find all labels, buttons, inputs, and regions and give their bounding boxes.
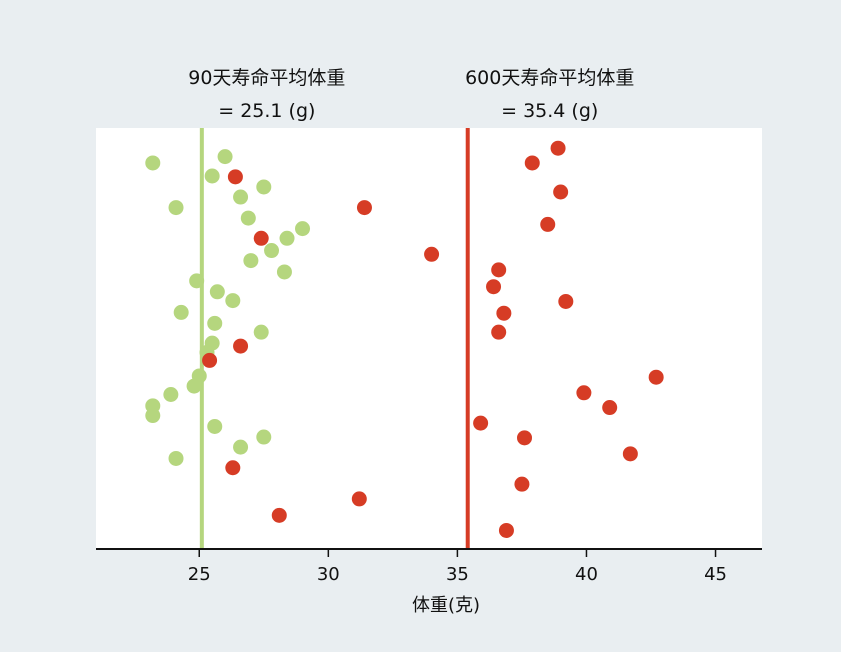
x-axis-label: 体重(克) bbox=[412, 595, 480, 616]
data-point-s1-4 bbox=[356, 200, 372, 216]
data-point-s1-11 bbox=[496, 305, 512, 321]
mean-lines bbox=[199, 128, 470, 549]
data-point-s0-4 bbox=[233, 189, 249, 205]
data-point-s0-8 bbox=[279, 230, 295, 246]
data-point-s1-3 bbox=[553, 184, 569, 200]
x-tick-label: 35 bbox=[446, 564, 469, 585]
data-point-s0-0 bbox=[217, 149, 233, 165]
data-point-s1-14 bbox=[202, 352, 218, 368]
x-tick-label: 25 bbox=[188, 564, 211, 585]
data-point-s1-20 bbox=[622, 446, 638, 462]
data-point-s1-15 bbox=[648, 369, 664, 385]
data-point-s0-28 bbox=[168, 450, 184, 466]
data-point-s0-22 bbox=[163, 386, 179, 402]
x-tick-label: 40 bbox=[575, 564, 598, 585]
plot-area bbox=[96, 128, 762, 549]
data-point-s1-18 bbox=[473, 415, 489, 431]
data-point-s1-2 bbox=[227, 169, 243, 185]
data-point-s0-7 bbox=[295, 221, 311, 237]
data-point-s1-13 bbox=[233, 338, 249, 354]
data-point-s1-21 bbox=[225, 460, 241, 476]
data-point-s1-6 bbox=[253, 230, 269, 246]
data-point-s0-2 bbox=[204, 168, 220, 184]
data-point-s0-11 bbox=[276, 264, 292, 280]
data-point-s1-12 bbox=[491, 324, 507, 340]
mean-annotations: 90天寿命平均体重 = 25.1 (g) 600天寿命平均体重 = 35.4 (g) bbox=[188, 67, 634, 122]
data-point-s1-16 bbox=[576, 385, 592, 401]
mean-annotation-title-0: 90天寿命平均体重 bbox=[188, 67, 345, 89]
data-point-s0-14 bbox=[225, 293, 241, 309]
x-tick-label: 45 bbox=[704, 564, 727, 585]
data-point-s1-1 bbox=[524, 155, 540, 171]
data-point-s0-16 bbox=[207, 315, 223, 331]
data-point-s1-8 bbox=[491, 262, 507, 278]
data-point-s0-10 bbox=[243, 253, 259, 269]
data-point-s1-22 bbox=[514, 476, 530, 492]
data-point-s0-27 bbox=[233, 439, 249, 455]
mean-annotation-value-0: = 25.1 (g) bbox=[218, 100, 315, 122]
data-point-s1-24 bbox=[271, 507, 287, 523]
data-point-s1-23 bbox=[351, 491, 367, 507]
data-point-s0-17 bbox=[253, 324, 269, 340]
data-point-s1-17 bbox=[602, 400, 618, 416]
data-point-s0-6 bbox=[240, 210, 256, 226]
mean-annotation-value-1: = 35.4 (g) bbox=[501, 100, 598, 122]
data-point-s1-9 bbox=[486, 279, 502, 295]
data-point-s0-3 bbox=[256, 179, 272, 195]
data-point-s1-5 bbox=[540, 216, 556, 232]
data-point-s0-26 bbox=[256, 429, 272, 445]
data-point-s1-25 bbox=[498, 522, 514, 538]
data-point-s1-0 bbox=[550, 140, 566, 156]
data-point-s0-25 bbox=[207, 418, 223, 434]
data-point-s1-19 bbox=[517, 430, 533, 446]
data-point-s0-15 bbox=[173, 304, 189, 320]
data-point-s0-9 bbox=[264, 243, 280, 259]
data-point-s0-13 bbox=[209, 284, 225, 300]
x-tick-label: 30 bbox=[317, 564, 340, 585]
data-point-s1-10 bbox=[558, 293, 574, 309]
mean-annotation-title-1: 600天寿命平均体重 bbox=[465, 67, 634, 89]
data-point-s0-21 bbox=[186, 378, 202, 394]
points-layer bbox=[145, 140, 664, 538]
data-point-s0-12 bbox=[189, 273, 205, 289]
data-point-s0-24 bbox=[145, 408, 161, 424]
data-point-s1-7 bbox=[424, 246, 440, 262]
data-point-s0-5 bbox=[168, 200, 184, 216]
data-point-s0-1 bbox=[145, 155, 161, 171]
x-ticks: 25 30 35 40 45 bbox=[188, 549, 727, 585]
